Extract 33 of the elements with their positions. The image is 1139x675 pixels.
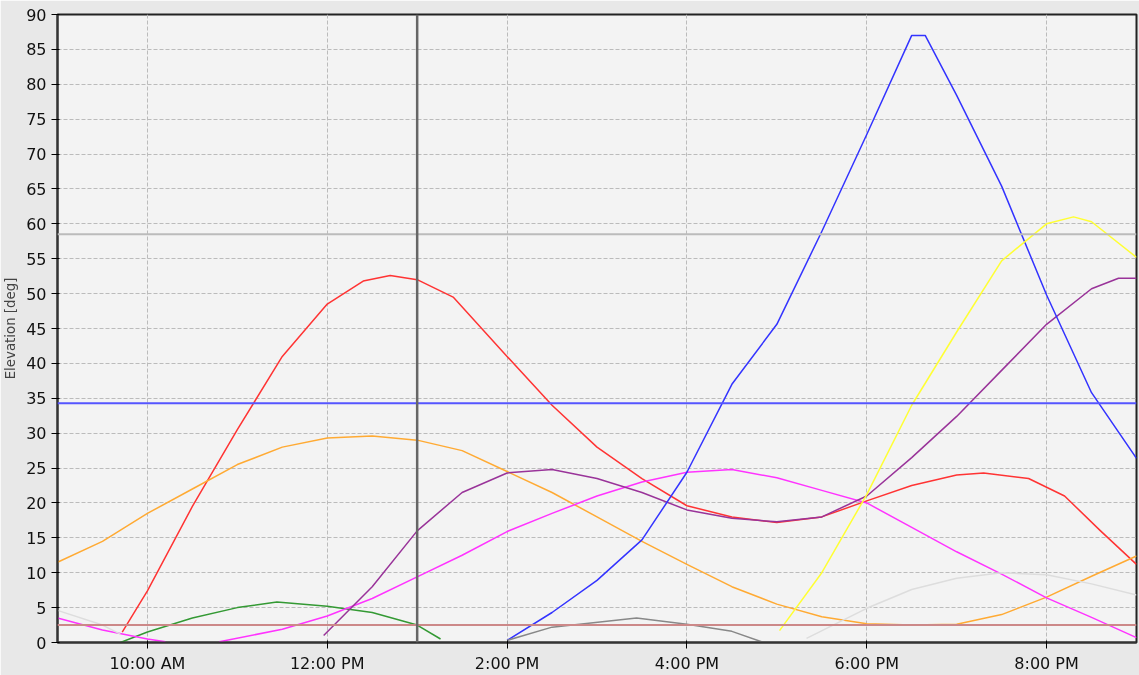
x-tick-label: 10:00 AM (109, 653, 186, 673)
y-tick-label: 10 (26, 563, 47, 583)
y-tick-label: 75 (26, 110, 47, 130)
y-tick-label: 85 (26, 40, 47, 60)
y-tick-label: 20 (26, 493, 47, 513)
y-tick-label: 50 (26, 284, 47, 304)
y-tick-label: 80 (26, 75, 47, 95)
y-tick-label: 90 (26, 5, 47, 25)
x-tick-label: 8:00 PM (1014, 653, 1079, 673)
line-series (506, 34, 1137, 642)
y-tick-label: 60 (26, 214, 47, 234)
line-series (506, 617, 763, 643)
y-tick-label: 0 (36, 633, 47, 653)
y-tick-label: 65 (26, 179, 47, 199)
y-tick-label: 25 (26, 459, 47, 479)
line-series (322, 277, 1137, 637)
line-series (778, 216, 1137, 632)
x-tick-label: 6:00 PM (834, 653, 899, 673)
y-tick-label: 45 (26, 319, 47, 339)
x-tick-label: 4:00 PM (654, 653, 720, 673)
line-series (57, 435, 1137, 626)
line-series (119, 601, 442, 643)
x-tick-label: 2:00 PM (474, 653, 540, 673)
x-tick-label: 12:00 PM (289, 653, 365, 673)
y-axis-title: Elevation [deg] (3, 277, 19, 380)
y-tick-label: 40 (26, 354, 47, 374)
y-tick-label: 35 (26, 389, 47, 409)
line-series (121, 274, 1137, 633)
y-tick-label: 5 (36, 598, 47, 618)
y-tick-label: 15 (26, 528, 47, 548)
y-tick-label: 55 (26, 249, 47, 269)
y-tick-label: 30 (26, 424, 47, 444)
y-tick-label: 70 (26, 145, 47, 165)
